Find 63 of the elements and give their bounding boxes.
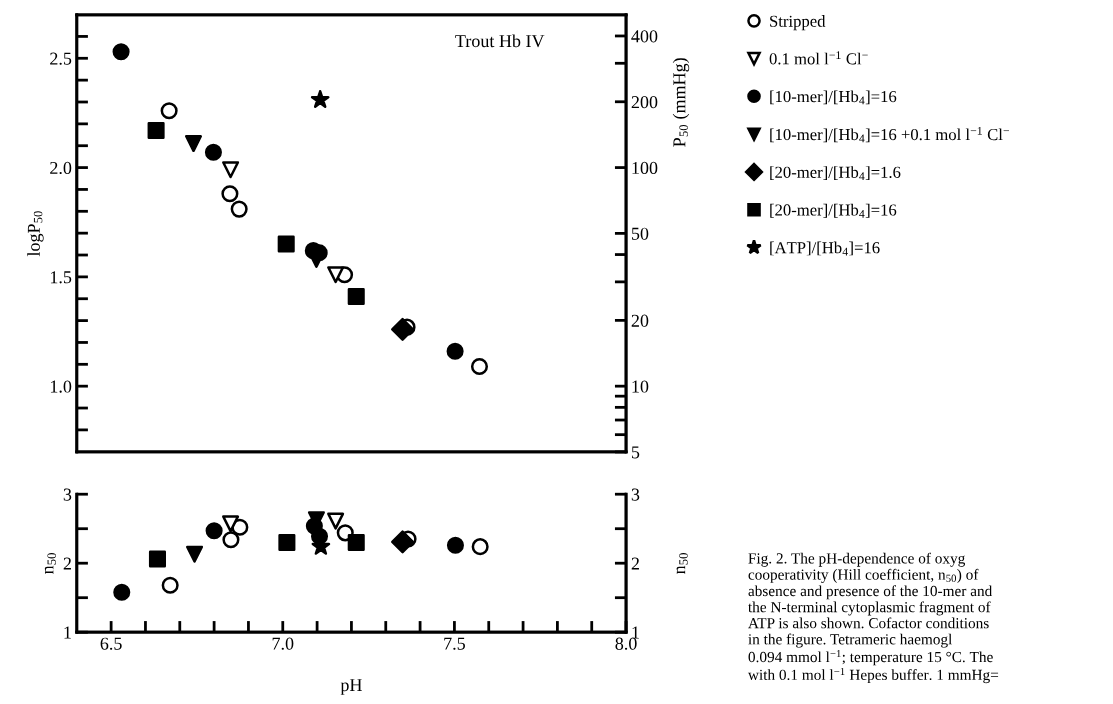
point <box>147 121 165 139</box>
y2-tick-label: 50 <box>631 227 649 240</box>
point <box>161 576 179 594</box>
y2-axis-title: P$_{50}$ (mmHg) <box>672 58 690 147</box>
point <box>112 43 130 61</box>
point <box>446 342 464 360</box>
legend-label: Stripped <box>770 15 826 31</box>
point <box>160 102 178 120</box>
point <box>470 357 489 376</box>
legend-label: [10-mer]/[Hb$_{4}$]=16 +0.1 mol l$^{−1}$ Cl$^{−}$ <box>770 126 1010 143</box>
y2-tick-label: 10 <box>632 380 649 393</box>
point <box>347 533 365 552</box>
point <box>391 530 415 554</box>
point <box>310 90 330 108</box>
point <box>391 317 415 341</box>
y2-tick-label: 20 <box>631 314 649 327</box>
point <box>277 235 295 253</box>
y-axis-title: n$_{50}$ <box>44 553 56 574</box>
point <box>327 512 345 530</box>
x-tick-label: 6.5 <box>100 637 122 650</box>
point <box>230 200 248 218</box>
y2-tick-label: 3 <box>631 488 640 501</box>
point <box>186 545 204 563</box>
text: Fig. 2. The pH-dependence of oxyg cooperativity (Hill coefficient, n$_{50}$) of absence and presence of the 10-mer and the N-terminal cytoplasmic fragment of ATP is also shown. Cofactor conditions in the figure. Tetrameric haemogl 0.094 mmol l$^{−1}$; temperature 15 °C. The with 0.1 mol l$^{−1}$ Hepes buffer. 1 mmHg= <box>747 552 999 684</box>
point <box>222 515 240 533</box>
point <box>184 135 203 153</box>
annotation: Trout Hb IV <box>455 34 545 48</box>
y-tick-label: 2.5 <box>50 52 72 65</box>
point <box>222 161 240 179</box>
legend-label: 0.1 mol l$^{−1}$ Cl$^{−}$ <box>769 51 868 65</box>
x-axis-title: pH <box>340 679 362 695</box>
x-tick-label: 7.0 <box>272 637 294 650</box>
y2-tick-label: 1 <box>632 626 639 639</box>
point <box>347 288 365 306</box>
point <box>222 531 240 549</box>
legend-label: [10-mer]/[Hb$_{4}$]=16 <box>770 90 897 105</box>
point <box>446 536 464 554</box>
y2-tick-label: 200 <box>631 96 658 109</box>
x-tick-label: 8.0 <box>615 637 637 650</box>
legend-label: [20-mer]/[Hb$_{4}$]=1.6 <box>770 166 901 181</box>
y2-tick-label: 100 <box>632 161 658 175</box>
x-tick-label: 7.5 <box>444 637 465 650</box>
y2-tick-label: 400 <box>631 30 658 43</box>
y2-axis-title: n$_{50}$ <box>676 553 688 574</box>
legend-label: [20-mer]/[Hb$_{4}$]=16 <box>770 203 897 218</box>
y2-tick-label: 2 <box>631 557 639 570</box>
y-tick-label: 2 <box>63 557 71 570</box>
point <box>327 266 345 284</box>
point <box>204 143 222 161</box>
y-tick-label: 3 <box>63 488 72 501</box>
y-tick-label: 1.5 <box>50 271 72 284</box>
legend-label: [ATP]/[Hb$_{4}$]=16 <box>770 241 880 256</box>
point <box>471 538 489 556</box>
point <box>221 185 239 203</box>
y-tick-label: 2.0 <box>50 161 72 175</box>
point <box>278 533 296 552</box>
point <box>113 583 131 601</box>
y-tick-label: 1.0 <box>50 380 72 393</box>
y2-tick-label: 5 <box>631 446 640 459</box>
y-axis-title: logP$_{50}$ <box>27 211 44 257</box>
point <box>148 550 166 568</box>
point <box>205 522 223 540</box>
y-tick-label: 1 <box>64 626 71 639</box>
